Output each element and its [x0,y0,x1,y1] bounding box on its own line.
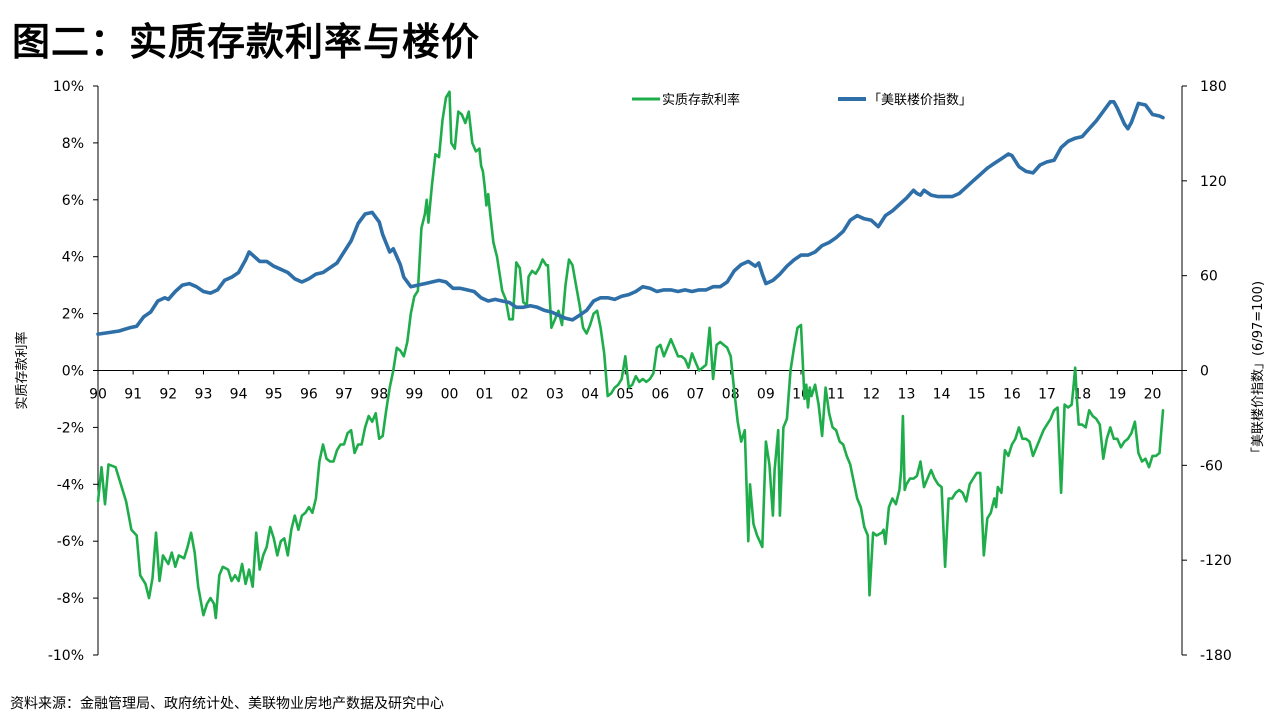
left-tick-label: 8% [62,136,84,152]
x-tick-label: 03 [546,387,564,403]
right-tick-label: 0 [1200,364,1209,380]
left-tick-label: -4% [57,477,84,493]
left-tick-label: 10% [53,79,84,95]
left-tick-label: 0% [62,364,84,380]
x-tick-label: 13 [898,387,916,403]
source-note: 资料来源：金融管理局、政府统计处、美联物业房地产数据及研究中心 [10,696,444,712]
x-tick-label: 95 [265,387,283,403]
right-axis-title: 「美联楼价指数」(6/97=100) [1251,281,1266,460]
right-tick-label: 60 [1200,269,1218,285]
x-tick-label: 07 [687,387,705,403]
x-tick-label: 98 [370,387,388,403]
x-tick-label: 92 [159,387,177,403]
x-tick-label: 17 [1038,387,1056,403]
x-tick-label: 91 [124,387,142,403]
price-index-line [96,100,1165,336]
axes-group: 10%8%6%4%2%0%-2%-4%-6%-8%-10%180120600-6… [14,79,1266,664]
x-tick-label: 15 [968,387,986,403]
x-tick-label: 12 [862,387,880,403]
x-tick-label: 09 [757,387,775,403]
x-tick-label: 11 [827,387,845,403]
left-tick-label: 4% [62,250,84,266]
x-tick-label: 04 [581,387,599,403]
right-tick-label: 120 [1200,174,1227,190]
x-tick-label: 19 [1108,387,1126,403]
left-tick-label: -8% [57,591,84,607]
left-tick-label: -10% [48,648,84,664]
right-tick-label: -180 [1200,648,1232,664]
x-tick-label: 99 [405,387,423,403]
x-tick-label: 94 [230,387,248,403]
legend: 实质存款利率 「美联楼价指数」 [632,92,972,108]
left-tick-label: 6% [62,193,84,209]
left-tick-label: 2% [62,307,84,323]
x-tick-label: 96 [300,387,318,403]
x-tick-label: 90 [89,387,107,403]
right-tick-label: 180 [1200,79,1227,95]
right-tick-label: -60 [1200,458,1223,474]
legend-label: 「美联楼价指数」 [868,93,972,108]
x-tick-label: 93 [195,387,213,403]
left-tick-label: -6% [57,534,84,550]
x-tick-label: 08 [722,387,740,403]
left-axis-title: 实质存款利率 [14,331,30,409]
x-tick-label: 01 [476,387,494,403]
legend-label: 实质存款利率 [662,92,740,108]
x-tick-label: 16 [1003,387,1021,403]
x-tick-label: 06 [651,387,669,403]
left-tick-label: -2% [57,420,84,436]
x-tick-label: 02 [511,387,529,403]
x-tick-label: 00 [441,387,459,403]
x-tick-label: 05 [616,387,634,403]
x-tick-label: 97 [335,387,353,403]
right-tick-label: -120 [1200,553,1232,569]
chart-title: 图二：实质存款利率与楼价 [12,20,481,64]
chart-canvas: 10%8%6%4%2%0%-2%-4%-6%-8%-10%180120600-6… [14,79,1266,664]
series-group [96,90,1165,620]
deposit-rate-line [96,90,1165,620]
x-tick-label: 14 [933,387,951,403]
x-tick-label: 20 [1144,387,1162,403]
